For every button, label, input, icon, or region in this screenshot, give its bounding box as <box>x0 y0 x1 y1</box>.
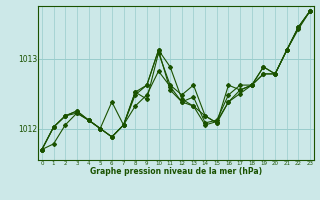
X-axis label: Graphe pression niveau de la mer (hPa): Graphe pression niveau de la mer (hPa) <box>90 167 262 176</box>
